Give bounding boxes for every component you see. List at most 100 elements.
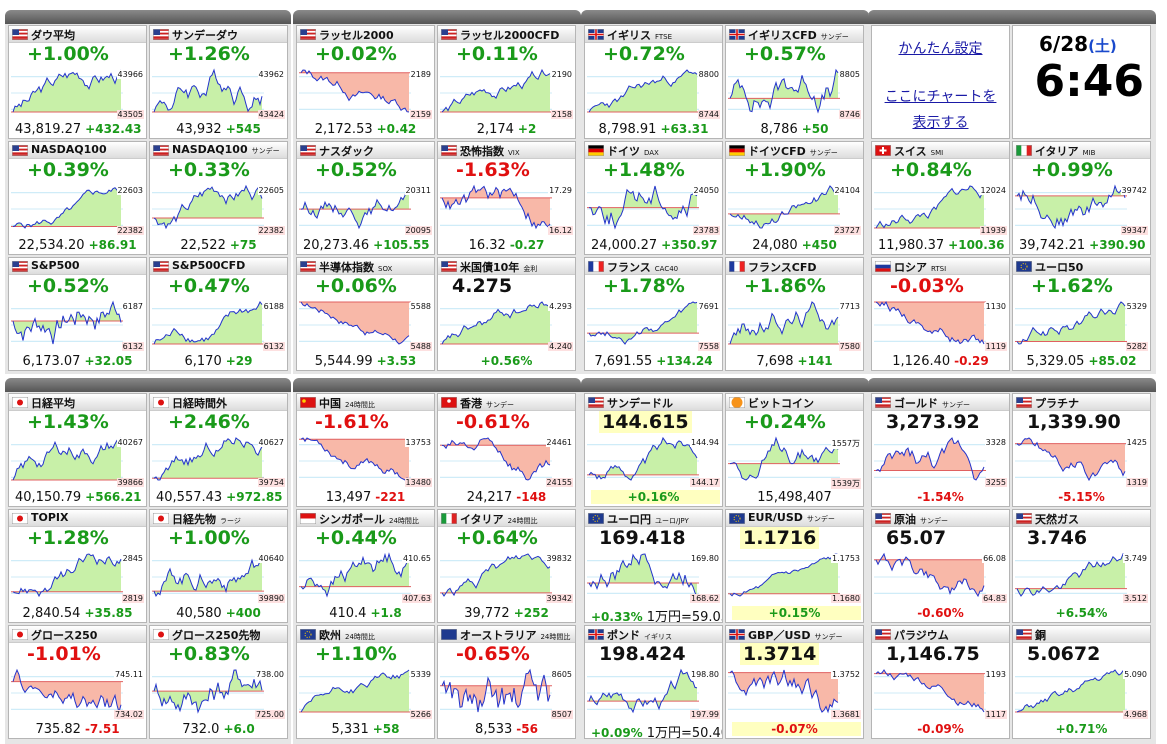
flag [441,629,457,640]
tile-name: 日経平均 [31,397,75,410]
flag [12,145,28,156]
tile: ビットコイン +0.24% 1557万 1539万 15,498,407 [725,393,864,507]
flag-part [875,632,891,635]
high-label: 1130 [984,302,1007,311]
main-value: 1.1716 [740,527,820,549]
tile-name: グロース250 [31,629,98,642]
footer: 24,000.27 +350.97 [591,238,720,253]
main-value: +0.84% [890,159,972,181]
tile-name: 米国債10年 金利 [460,261,538,274]
flag-part [875,268,891,272]
flag-part [300,148,316,151]
tile: NASDAQ100 サンデー +0.33% 22605 22382 22,522 +75 [149,141,288,255]
settings-link[interactable]: かんたん設定 [898,41,983,57]
tile-name: ドイツ DAX [607,145,659,158]
footer: 11,980.37 +100.36 [878,238,1007,253]
footer-value: 15,498,407 [757,490,832,505]
flag-part [588,152,604,156]
flag-part [153,29,169,31]
footer: +0.15% [732,606,861,620]
chart-line [729,436,839,481]
sparkline [299,550,411,604]
chart-area [301,302,409,344]
flag-part [441,152,457,155]
footer: -1.54% [878,490,1007,504]
flag-part [441,145,448,151]
footer-value: +350.97 [661,238,718,252]
flag-part [300,629,316,640]
footer-value: +32.05 [84,354,133,368]
tile: ラッセル2000 +0.02% 2189 2159 2,172.53 +0.42 [296,25,435,139]
footer: 39,772 +252 [444,606,573,621]
footer-value: +6.54% [1055,606,1108,620]
footer-value: 6,170 [184,354,222,369]
tile-header: ユーロ円 ユーロ/JPY [585,510,722,527]
chart-link[interactable]: ここにチャートを表示する [884,89,997,131]
flag-part [1016,261,1032,272]
main-value: 65.07 [886,527,947,549]
flag [1016,629,1032,640]
footer: 2,174 +2 [444,122,573,137]
tile-sub: VIX [508,149,520,157]
low-label: 23783 [692,226,720,235]
tile: ナスダック +0.52% 20311 20095 20,273.46 +105.55 [296,141,435,255]
footer-value: +58 [372,722,400,736]
date: 6/28(土) [1039,32,1117,56]
high-label: 7691 [697,302,720,311]
flag-part [300,145,307,151]
chart-line [1016,552,1126,597]
tile-header: S&P500 [9,258,146,275]
chart-line [153,437,263,481]
main-value: -0.03% [890,275,964,297]
panel-header [581,378,869,392]
footer-value: +50 [801,122,829,136]
flag-part [300,264,316,267]
flag-part [875,629,891,631]
high-label: 169.80 [690,554,720,563]
footer: 735.82 -7.51 [15,722,144,737]
flag-part [875,636,891,639]
tile-sub: ラージ [220,517,241,525]
footer-value: 40,580 [176,606,222,621]
sparkline [728,66,840,120]
chart-line [729,553,839,597]
flag-part [736,29,738,40]
chart-area [589,554,697,596]
tile-header: ドイツ DAX [585,142,722,159]
footer-value: +105.55 [373,238,430,252]
footer-value: -5.15% [1058,490,1105,504]
low-label: 4.968 [1123,710,1148,719]
sparkline [587,666,699,720]
flag-part [441,29,448,35]
tile-header: オーストラリア 24時間比 [438,626,575,643]
sparkline [728,550,840,604]
tile-name: 日経先物 ラージ [172,513,241,526]
chart-line [729,669,839,714]
high-label: 3328 [984,438,1007,447]
footer-value: 16.32 [468,238,506,253]
sparkline [874,666,986,720]
flag-part [12,148,28,151]
chart-area [13,554,121,596]
main-value: 198.424 [599,643,686,665]
chart-area [730,186,838,228]
tile-sub: 24時間比 [345,401,375,409]
tile-header: シンガポール 24時間比 [297,510,434,527]
tile-name: NASDAQ100 [31,143,107,156]
flag-border [441,513,457,524]
tile-name: フランスCFD [748,261,817,274]
tile-header: ダウ平均 [9,26,146,43]
footer: 40,580 +400 [156,606,285,621]
flag-part [875,638,891,640]
tile: TOPIX +1.28% 2845 2819 2,840.54 +35.85 [8,509,147,623]
footer: +0.56% [444,354,573,368]
footer-value: 43,932 [176,122,222,137]
tile-name: シンガポール 24時間比 [319,513,419,526]
flag-part [12,261,19,267]
footer-value: 39,742.21 [1019,238,1086,253]
flag-part [875,516,891,519]
flag [300,261,316,272]
flag-part [875,522,891,524]
flag-border [729,629,745,640]
flag-part [729,513,745,524]
